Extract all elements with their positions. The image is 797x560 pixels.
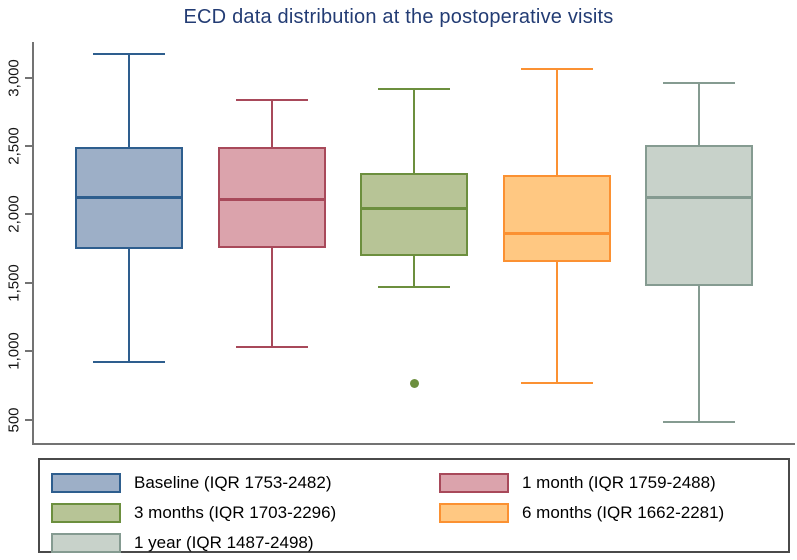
median-line <box>77 195 181 199</box>
y-tick-label: 2,500 <box>5 127 23 165</box>
y-tick-label: 1,500 <box>5 264 23 302</box>
upper-whisker <box>555 69 558 176</box>
iqr-box <box>502 174 611 262</box>
legend-item-3-months: 3 months (IQR 1703-2296) <box>51 503 439 523</box>
upper-whisker <box>128 53 130 149</box>
y-tick-label: 500 <box>5 407 23 433</box>
legend-swatch-1-month <box>439 473 509 493</box>
legend-item-6-months: 6 months (IQR 1662-2281) <box>439 503 788 523</box>
y-tick-label: 1,000 <box>5 332 23 371</box>
y-tick-mark <box>25 281 32 284</box>
legend-label: 6 months (IQR 1662-2281) <box>522 503 725 522</box>
legend-label: 3 months (IQR 1703-2296) <box>134 503 337 522</box>
lower-whisker <box>555 260 558 384</box>
median-line <box>219 197 324 201</box>
y-tick-label: 3,000 <box>5 58 23 97</box>
legend-label: Baseline (IQR 1753-2482) <box>134 473 332 492</box>
lower-whisker-cap <box>520 382 593 385</box>
iqr-box <box>360 172 468 257</box>
median-line <box>504 232 609 236</box>
y-tick-label: 2,000 <box>5 195 23 234</box>
upper-whisker <box>270 100 273 148</box>
median-line <box>647 195 751 199</box>
iqr-box <box>217 146 326 249</box>
legend-swatch-3-months <box>51 503 121 523</box>
legend-label: 1 month (IQR 1759-2488) <box>522 473 716 492</box>
upper-whisker-cap <box>93 52 165 55</box>
lower-whisker-cap <box>235 346 308 349</box>
legend-swatch-1-year <box>51 533 121 553</box>
upper-whisker <box>698 83 700 147</box>
upper-whisker-cap <box>520 68 593 71</box>
y-tick-mark <box>25 350 32 353</box>
lower-whisker <box>128 248 130 362</box>
y-tick-mark <box>25 213 32 216</box>
legend-item-baseline: Baseline (IQR 1753-2482) <box>51 473 439 493</box>
legend-item-1-month: 1 month (IQR 1759-2488) <box>439 473 788 493</box>
legend-label: 1 year (IQR 1487-2498) <box>134 533 314 552</box>
lower-whisker-cap <box>663 421 735 424</box>
median-line <box>362 207 466 211</box>
outlier-dot <box>409 378 419 388</box>
chart-title: ECD data distribution at the postoperati… <box>183 6 614 28</box>
y-axis-line <box>32 42 34 443</box>
upper-whisker-cap <box>378 87 450 90</box>
y-tick-mark <box>25 418 32 421</box>
lower-whisker-cap <box>378 285 450 288</box>
upper-whisker-cap <box>235 99 308 102</box>
lower-whisker <box>270 247 273 348</box>
lower-whisker <box>413 255 415 287</box>
legend: Baseline (IQR 1753-2482) 1 month (IQR 175… <box>38 458 790 553</box>
y-tick-mark <box>25 76 32 79</box>
legend-swatch-baseline <box>51 473 121 493</box>
iqr-box <box>645 145 753 286</box>
x-axis-line <box>32 443 795 445</box>
lower-whisker-cap <box>93 360 165 363</box>
y-tick-mark <box>25 145 32 147</box>
lower-whisker <box>698 284 700 423</box>
upper-whisker-cap <box>663 82 735 85</box>
legend-swatch-6-months <box>439 503 509 523</box>
legend-item-1-year: 1 year (IQR 1487-2498) <box>51 533 439 553</box>
upper-whisker <box>413 88 415 174</box>
